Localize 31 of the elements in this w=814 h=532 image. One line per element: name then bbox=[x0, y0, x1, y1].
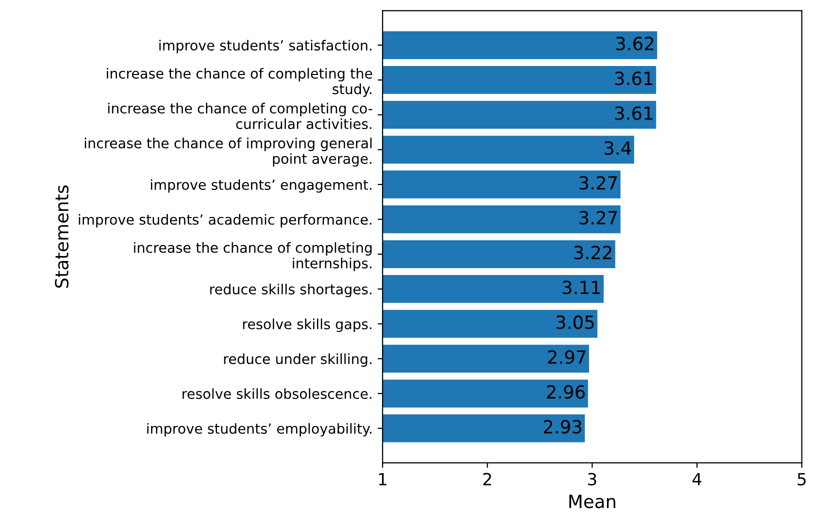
data-label: 3.27 bbox=[580, 210, 617, 225]
data-label: 3.11 bbox=[562, 280, 600, 294]
y-tick-label: improve students’ employability. bbox=[147, 423, 372, 437]
y-tick-label: increase the chance of completing internships. bbox=[134, 242, 372, 272]
data-label: 3.27 bbox=[580, 176, 617, 190]
data-label: 3.05 bbox=[556, 315, 594, 330]
x-tick-label: 3 bbox=[588, 472, 596, 486]
x-tick-label: 2 bbox=[483, 472, 492, 486]
x-tick-label: 5 bbox=[798, 473, 806, 486]
data-label: 3.62 bbox=[616, 36, 654, 50]
y-tick-label: improve students’ academic performance. bbox=[78, 214, 372, 228]
y-tick-label: resolve skills gaps. bbox=[243, 318, 372, 332]
y-tick-label: increase the chance of completing the study. bbox=[106, 68, 372, 97]
y-axis-title: Statements bbox=[54, 185, 69, 288]
data-label: 2.96 bbox=[547, 385, 585, 399]
data-label: 2.97 bbox=[548, 350, 586, 364]
x-axis-title: Mean bbox=[569, 494, 616, 508]
x-tick-label: 4 bbox=[692, 473, 702, 486]
data-label: 3.4 bbox=[604, 141, 631, 155]
data-label: 2.93 bbox=[544, 420, 582, 434]
y-tick-label: increase the chance of improving general point average. bbox=[84, 138, 372, 167]
y-tick-label: reduce under skilling. bbox=[224, 353, 372, 367]
y-tick-label: improve students’ satisfaction. bbox=[159, 40, 372, 54]
data-label: 3.61 bbox=[615, 106, 652, 120]
y-tick-label: reduce skills shortages. bbox=[210, 284, 372, 298]
data-label: 3.61 bbox=[615, 72, 652, 86]
data-label: 3.22 bbox=[574, 246, 612, 260]
y-tick-label: increase the chance of completing co- curricular activities. bbox=[108, 102, 372, 130]
y-tick-label: improve students’ engagement. bbox=[150, 179, 372, 193]
x-tick-label: 1 bbox=[379, 473, 386, 486]
y-tick-label: resolve skills obsolescence. bbox=[182, 388, 372, 399]
